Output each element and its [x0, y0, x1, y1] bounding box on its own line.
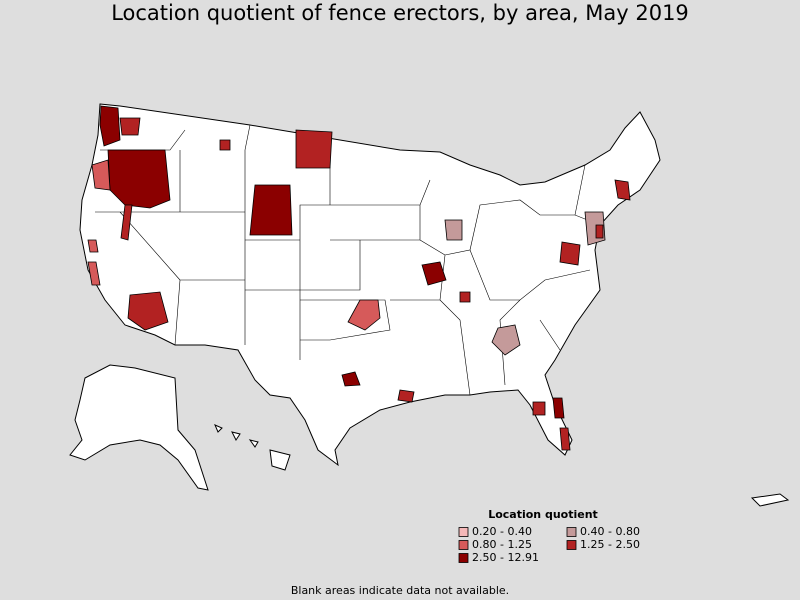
legend-swatch: [566, 527, 577, 537]
area-illinois: [421, 261, 447, 286]
map-title: Location quotient of fence erectors, by …: [111, 1, 689, 25]
area-washington-east: [119, 117, 141, 136]
legend-swatch: [458, 540, 469, 550]
legend-label: 0.40 - 0.80: [580, 525, 640, 538]
area-massachusetts: [614, 179, 631, 201]
area-nevada-strip: [120, 204, 133, 241]
area-oklahoma: [347, 299, 381, 331]
area-new-jersey: [595, 224, 604, 239]
legend-label: 0.20 - 0.40: [472, 525, 532, 538]
area-washington: [99, 105, 121, 147]
legend-label: 2.50 - 12.91: [472, 551, 539, 564]
area-california-bay: [87, 261, 101, 286]
legend-swatch: [566, 540, 577, 550]
area-louisiana: [397, 389, 415, 403]
area-wyoming: [249, 184, 293, 236]
legend-label: 1.25 - 2.50: [580, 538, 640, 551]
area-wisconsin: [444, 219, 463, 241]
area-georgia: [491, 324, 521, 356]
area-virginia: [559, 241, 581, 266]
legend-label: 0.80 - 1.25: [472, 538, 532, 551]
us-mainland: [79, 103, 661, 467]
area-california-north: [87, 239, 99, 253]
area-kentucky: [459, 291, 471, 303]
area-texas: [341, 371, 361, 387]
legend: Location quotient 0.20 - 0.40 0.40 - 0.80…: [458, 508, 640, 564]
area-montana: [295, 129, 333, 169]
area-florida-east: [552, 397, 565, 419]
area-california-south: [127, 291, 169, 331]
area-florida-south: [559, 427, 571, 451]
legend-swatch: [458, 553, 469, 563]
puerto-rico: [750, 493, 790, 507]
legend-title: Location quotient: [488, 508, 598, 521]
hawaii: [214, 424, 291, 471]
alaska: [69, 364, 209, 491]
legend-swatch: [458, 527, 469, 537]
footnote: Blank areas indicate data not available.: [291, 584, 509, 597]
area-idaho: [219, 139, 231, 151]
area-florida-west: [532, 401, 546, 416]
shaded-areas: [87, 105, 631, 451]
area-oregon-coast: [91, 159, 111, 191]
